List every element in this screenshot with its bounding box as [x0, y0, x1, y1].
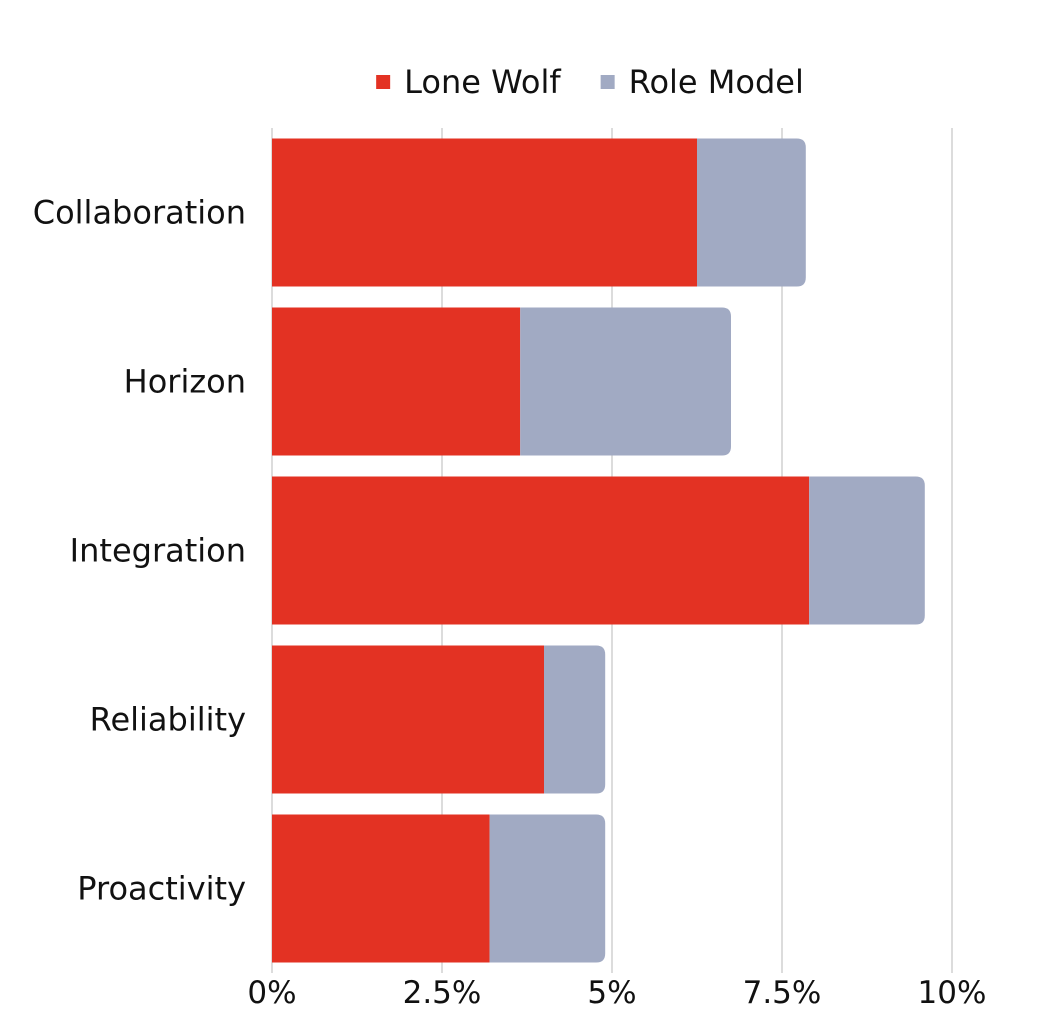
category-labels: Collaboration Horizon Integration Reliabili…: [33, 194, 246, 908]
legend-label-lone-wolf: Lone Wolf: [404, 63, 561, 101]
bars: [272, 138, 925, 963]
category-label-collaboration: Collaboration: [33, 194, 246, 232]
bar-role-model-reliability: [544, 645, 606, 794]
category-label-proactivity: Proactivity: [77, 870, 246, 908]
bar-lone-wolf-reliability: [272, 645, 544, 794]
x-tick-label-7-5: 7.5%: [743, 975, 822, 1011]
legend-label-role-model: Role Model: [629, 63, 804, 101]
bar-role-model-horizon: [520, 307, 731, 456]
x-tick-label-0: 0%: [247, 975, 296, 1011]
x-tick-labels: 0% 2.5% 5% 7.5% 10%: [247, 975, 986, 1011]
legend: Lone Wolf Role Model: [376, 63, 804, 101]
bar-lone-wolf-proactivity: [272, 814, 490, 963]
bar-role-model-proactivity: [489, 814, 606, 963]
bar-lone-wolf-collaboration: [272, 138, 697, 287]
x-tick-label-5: 5%: [587, 975, 636, 1011]
legend-swatch-lone-wolf: [376, 75, 391, 89]
category-label-horizon: Horizon: [124, 363, 246, 401]
category-label-reliability: Reliability: [90, 701, 246, 739]
bar-lone-wolf-integration: [272, 476, 810, 625]
x-tick-label-10: 10%: [918, 975, 987, 1011]
bar-role-model-collaboration: [697, 138, 806, 287]
category-label-integration: Integration: [70, 532, 246, 570]
legend-swatch-role-model: [600, 75, 615, 89]
bar-role-model-integration: [809, 476, 925, 625]
x-tick-label-2-5: 2.5%: [403, 975, 482, 1011]
bar-lone-wolf-horizon: [272, 307, 521, 456]
